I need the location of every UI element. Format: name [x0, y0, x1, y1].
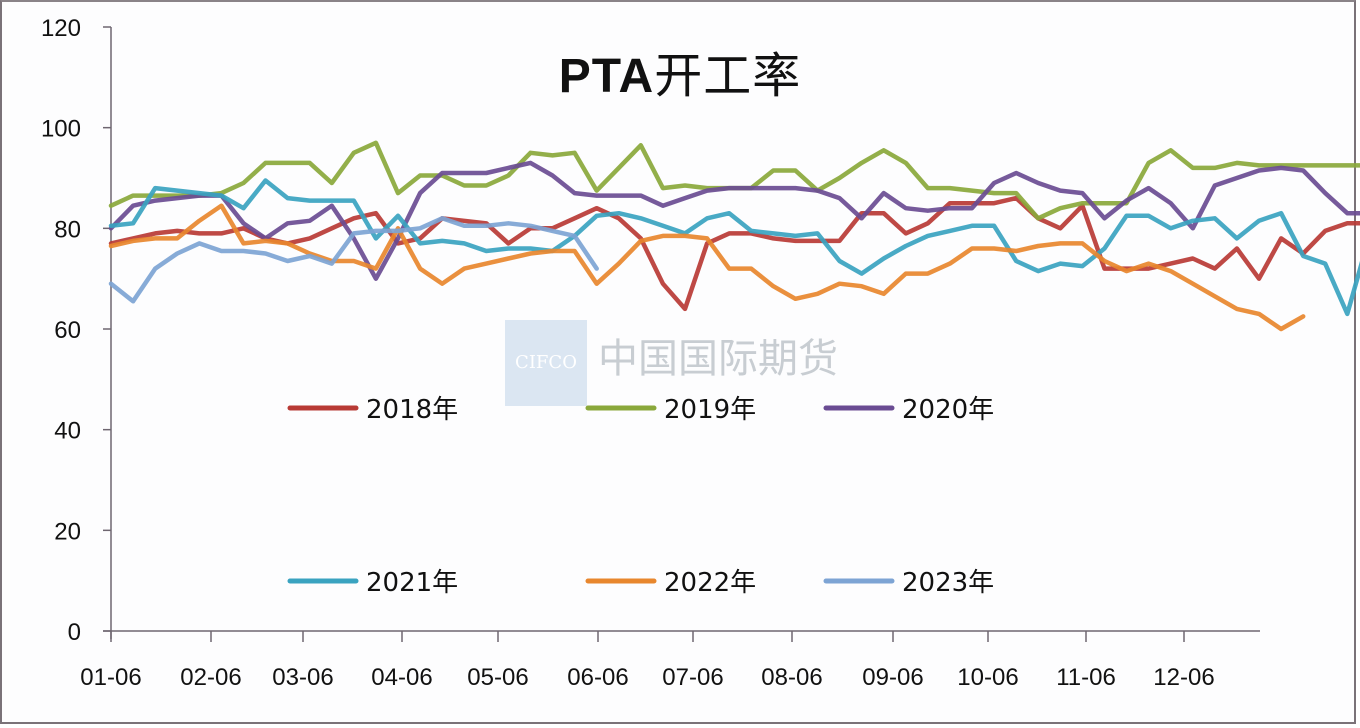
y-axis: 0 20 40 60 80 100 120: [41, 15, 112, 646]
x-tick-label: 06-06: [567, 664, 628, 691]
chart-title-latin: PTA: [558, 50, 655, 103]
x-tick-label: 02-06: [180, 664, 241, 691]
x-tick-label: 07-06: [662, 664, 723, 691]
watermark-logo-box: [505, 320, 587, 406]
x-tick-label: 04-06: [371, 664, 432, 691]
watermark-logo-text: CIFCO: [515, 352, 577, 373]
watermark: CIFCO 中国国际期货: [505, 320, 838, 406]
chart-title-cjk: 开工率: [654, 50, 802, 103]
y-tick-label: 120: [41, 15, 81, 42]
series-line-2018: [108, 195, 1360, 312]
legend-label: 2023年: [902, 568, 994, 598]
y-tick-label: 60: [54, 317, 81, 344]
series-line-2022: [108, 203, 1306, 332]
series-line-2021: [108, 178, 1360, 317]
legend-item-2022[interactable]: 2022年: [585, 568, 756, 598]
y-tick-label: 0: [68, 619, 81, 646]
series-lines: [108, 140, 1360, 332]
legend-item-2019[interactable]: 2019年: [585, 395, 756, 425]
x-tick-label: 09-06: [862, 664, 923, 691]
x-tick-label: 12-06: [1153, 664, 1214, 691]
watermark-text: 中国国际期货: [598, 336, 838, 382]
legend-item-2020[interactable]: 2020年: [823, 395, 994, 425]
legend-label: 2019年: [664, 395, 756, 425]
x-tick-label: 03-06: [272, 664, 333, 691]
y-tick-label: 40: [54, 418, 81, 445]
legend-label: 2022年: [664, 568, 756, 598]
legend: 2018年 2019年 2020年 2021年 2022年 2023年: [287, 395, 994, 598]
x-tick-label: 11-06: [1056, 664, 1116, 691]
x-tick-label: 10-06: [957, 664, 1018, 691]
legend-item-2018[interactable]: 2018年: [287, 395, 458, 425]
chart-title: PTA开工率: [0, 36, 1360, 106]
series-line-2020: [108, 160, 1360, 281]
legend-label: 2021年: [366, 568, 458, 598]
y-tick-label: 80: [54, 216, 81, 243]
y-tick-label: 20: [54, 518, 81, 545]
x-axis: 01-06 02-06 03-06 04-06 05-06 06-06 07-06 08-06…: [80, 630, 1260, 691]
x-tick-label: 05-06: [467, 664, 528, 691]
x-tick-label: 08-06: [761, 664, 822, 691]
y-tick-label: 100: [41, 116, 81, 143]
legend-item-2021[interactable]: 2021年: [287, 568, 458, 598]
legend-item-2023[interactable]: 2023年: [823, 568, 994, 598]
legend-label: 2020年: [902, 395, 994, 425]
legend-label: 2018年: [366, 395, 458, 425]
series-line-2023: [108, 216, 599, 304]
x-tick-label: 01-06: [80, 664, 141, 691]
